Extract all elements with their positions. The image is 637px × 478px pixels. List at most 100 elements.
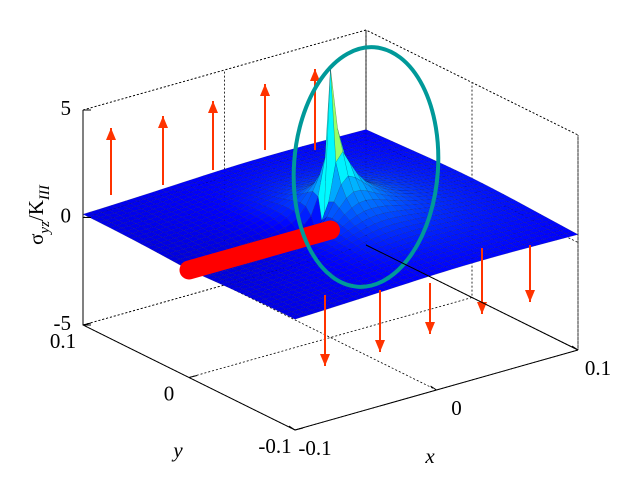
surface-patch [135, 238, 149, 245]
surface-patch [356, 133, 371, 139]
surface-patch [439, 261, 453, 267]
surface-patch [264, 172, 279, 178]
surface-patch [230, 286, 245, 292]
surface-patch [267, 270, 282, 276]
surface-patch [400, 148, 415, 153]
surface-patch [363, 179, 377, 190]
surface-patch [331, 207, 345, 223]
x-tick [288, 425, 296, 431]
surface-patch [162, 216, 176, 223]
surface-patch [229, 219, 243, 227]
y-tick-label: -0.1 [258, 434, 291, 458]
surface-patch [303, 292, 317, 298]
z-tick-label: -5 [54, 311, 72, 335]
surface-patch [213, 177, 227, 183]
surface-patch [124, 198, 139, 204]
y-axis-label: y [171, 438, 183, 462]
surface-patch [186, 182, 201, 188]
surface-patch [98, 219, 112, 226]
surface-patch [232, 281, 247, 287]
surface-patch [220, 281, 234, 287]
surface-patch [386, 165, 401, 170]
surface-patch [264, 263, 278, 269]
surface-patch [356, 161, 371, 166]
x-tick-label: 0 [451, 396, 462, 420]
surface-patch [425, 265, 439, 272]
surface-patch [400, 175, 415, 180]
surface-patch [296, 294, 310, 301]
surface-patch [339, 197, 352, 216]
x-tick-label: -0.1 [298, 436, 331, 460]
surface-patch [177, 224, 192, 231]
grid-line [294, 135, 579, 431]
surface-patch [462, 197, 477, 202]
surface-patch [225, 211, 240, 218]
z-label-symbol-sub: yz [37, 221, 53, 236]
surface-patch [185, 222, 199, 229]
crack [179, 220, 340, 280]
surface-patch [533, 231, 547, 237]
surface-patch [413, 203, 427, 209]
arrow-head [525, 290, 535, 302]
surface-patch [273, 272, 287, 278]
x-tick [571, 345, 579, 351]
surface-patch [222, 222, 236, 230]
surface-patch [275, 176, 289, 181]
surface-patch [299, 148, 314, 153]
surface-patch [305, 150, 319, 156]
surface-patch [430, 268, 445, 275]
surface-patch [269, 282, 284, 288]
y-tick-label: 0 [164, 381, 175, 405]
surface-patch [305, 269, 319, 276]
surface-patch [439, 222, 453, 228]
surface-patch [278, 168, 293, 173]
y-tick-label: 0.1 [50, 329, 76, 353]
surface-patch [225, 232, 240, 239]
surface-patch [246, 293, 261, 299]
surface-patch [536, 238, 551, 245]
y-tick [188, 375, 198, 378]
surface-patch [308, 295, 323, 301]
surface-patch [123, 203, 137, 209]
surface-patch [153, 224, 167, 230]
surface-patch [379, 138, 394, 144]
surface-patch [204, 274, 218, 280]
surface-patch [220, 191, 234, 197]
surface [82, 68, 579, 320]
surface-patch [367, 289, 381, 295]
surface-patch [253, 259, 268, 265]
surface-patch [388, 217, 402, 225]
surface-patch [404, 154, 418, 160]
grid-line [82, 30, 367, 326]
surface-patch [384, 141, 399, 146]
surface-patch [230, 195, 245, 202]
surface-patch [404, 181, 418, 185]
surface-patch [227, 205, 241, 212]
surface-patch [329, 288, 344, 294]
surface-patch [345, 143, 360, 149]
surface-patch [185, 204, 199, 210]
surface-patch [340, 175, 354, 199]
surface-patch [354, 176, 368, 192]
surface-patch [547, 227, 561, 233]
surface-patch [223, 166, 238, 172]
surface-patch [278, 154, 293, 159]
surface-patch [160, 187, 174, 193]
surface-patch [342, 137, 356, 142]
grid-line [188, 82, 473, 378]
surface-patch [197, 204, 211, 210]
surface-patch [119, 230, 133, 236]
arrow-head [425, 322, 435, 334]
surface-patch [161, 253, 176, 259]
surface-patch [223, 237, 238, 245]
surface-patch [558, 233, 572, 239]
arrow-head [106, 128, 116, 140]
surface-patch [374, 267, 388, 274]
surface-patch [298, 254, 312, 261]
surface-patch [389, 171, 404, 175]
surface-patch [238, 177, 252, 183]
surface-patch [140, 206, 155, 212]
surface-patch [229, 275, 243, 280]
surface-patch [151, 247, 165, 253]
surface-patch [202, 245, 217, 251]
